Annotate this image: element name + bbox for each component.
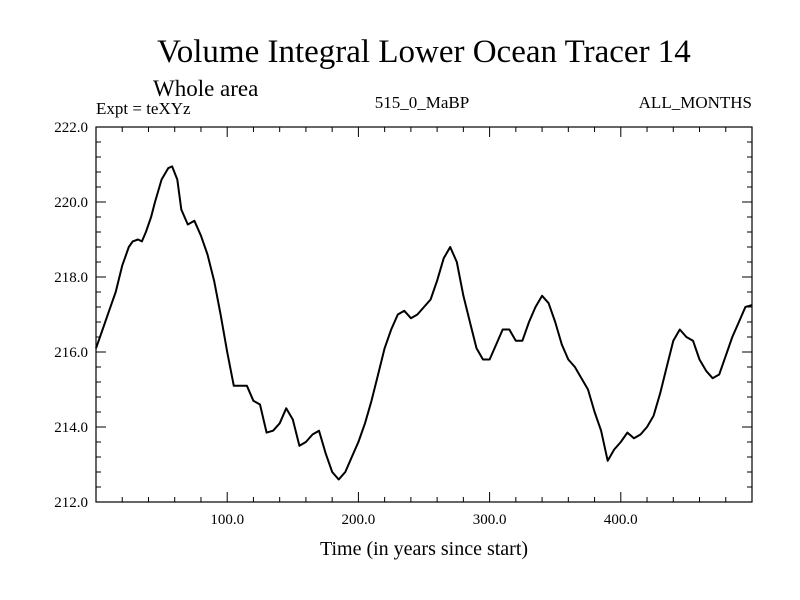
- experiment-label: Expt = teXYz: [96, 99, 191, 118]
- x-tick-label: 300.0: [473, 512, 507, 528]
- period-label: 515_0_MaBP: [375, 93, 469, 112]
- months-label: ALL_MONTHS: [639, 93, 752, 112]
- plot-frame: [95, 126, 753, 503]
- x-tick-label: 100.0: [210, 512, 244, 528]
- x-tick-label: 200.0: [342, 512, 376, 528]
- y-tick-label: 212.0: [54, 495, 88, 511]
- y-tick-label: 218.0: [54, 270, 88, 286]
- y-tick-label: 220.0: [54, 195, 88, 211]
- plot-area: 100.0 200.0 300.0 400.0 212.0 214.0 216.0 218.0…: [54, 120, 753, 528]
- chart-title: Volume Integral Lower Ocean Tracer 14: [157, 34, 691, 70]
- y-tick-label: 216.0: [54, 345, 88, 361]
- y-tick-label: 214.0: [54, 420, 88, 436]
- series-line: [95, 165, 753, 481]
- y-tick-label: 222.0: [54, 120, 88, 136]
- x-tick-label: 400.0: [604, 512, 638, 528]
- chart-subtitle: Whole area: [153, 76, 258, 101]
- x-axis-label: Time (in years since start): [320, 538, 528, 560]
